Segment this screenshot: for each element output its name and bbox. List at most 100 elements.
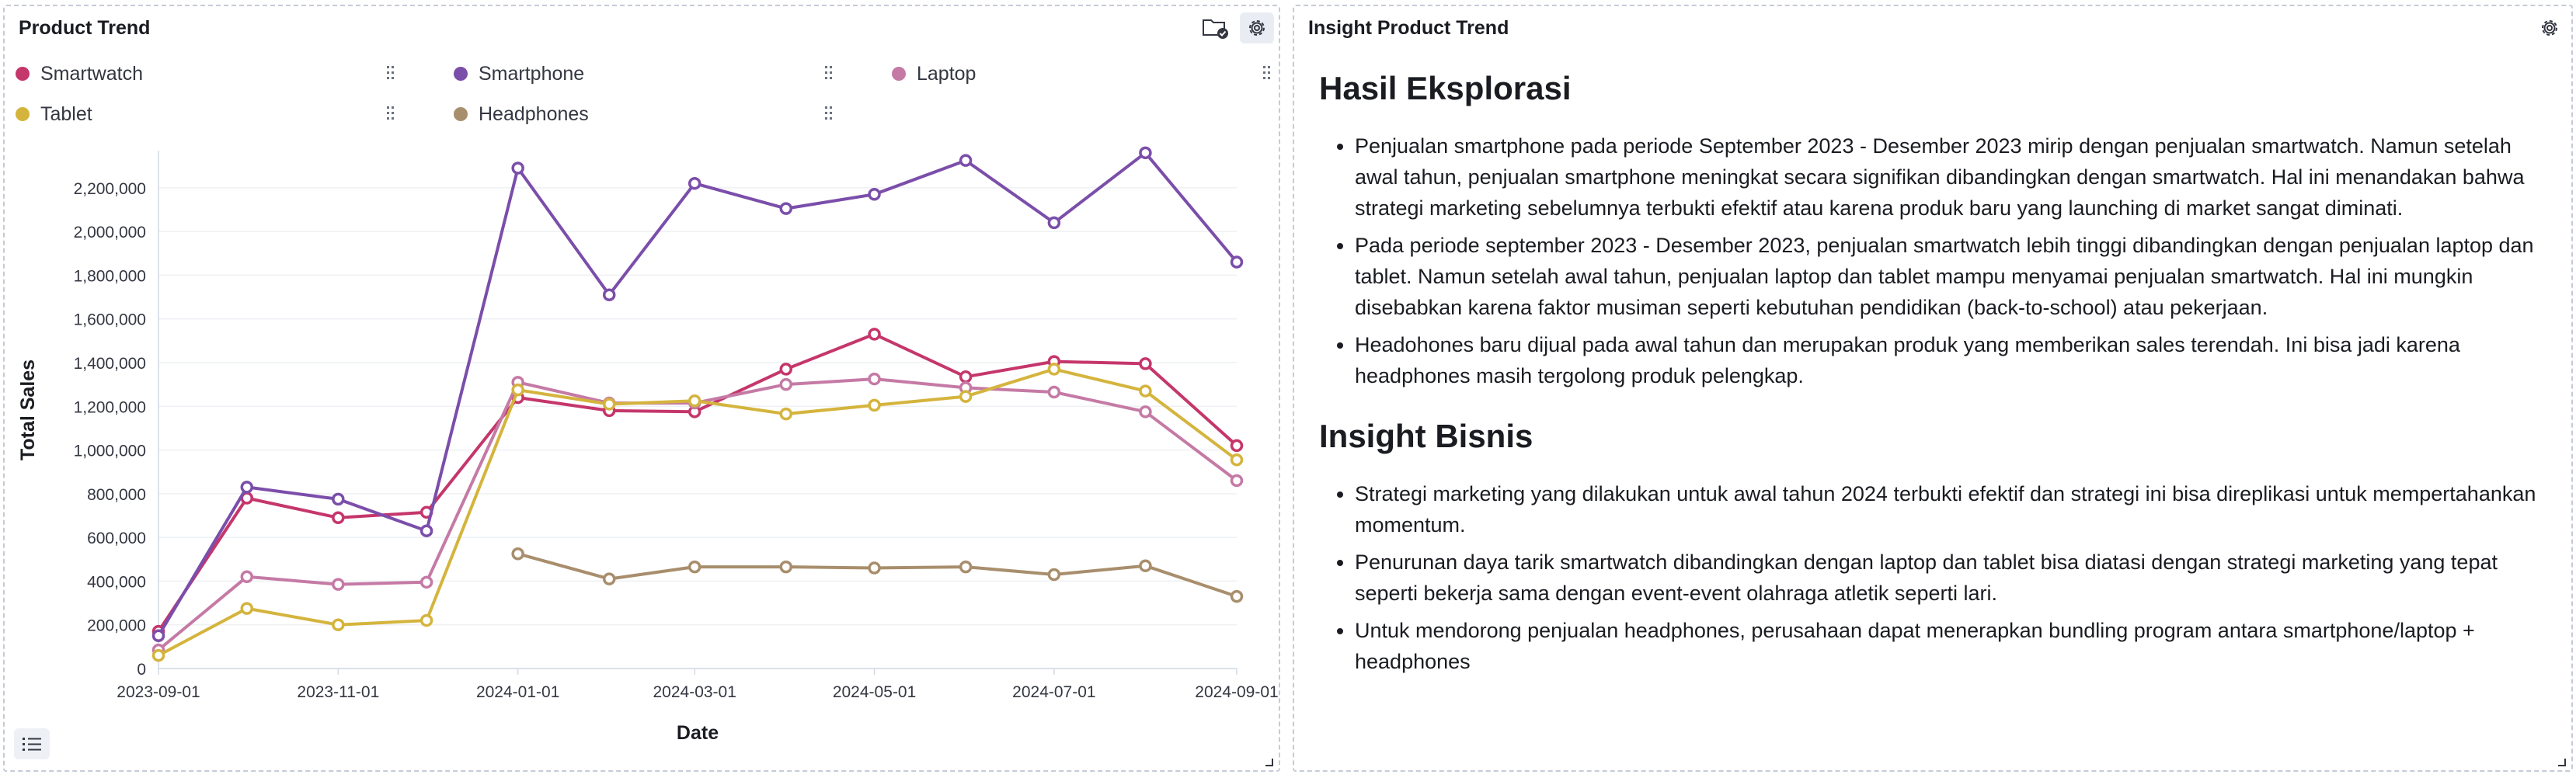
- bullet-item: Strategi marketing yang dilakukan untuk …: [1355, 478, 2539, 540]
- legend-label: Tablet: [40, 102, 92, 125]
- legend-menu-icon[interactable]: [387, 105, 395, 122]
- data-point-smartphone[interactable]: [868, 188, 881, 201]
- data-point-headphones[interactable]: [511, 547, 524, 561]
- data-point-smartwatch[interactable]: [332, 511, 345, 525]
- data-point-laptop[interactable]: [779, 377, 793, 391]
- bullet-item: Penurunan daya tarik smartwatch dibandin…: [1355, 547, 2539, 609]
- data-point-smartphone[interactable]: [959, 154, 973, 167]
- data-point-laptop[interactable]: [1230, 474, 1244, 488]
- data-point-smartphone[interactable]: [779, 202, 793, 215]
- data-point-tablet[interactable]: [1047, 363, 1061, 376]
- data-point-tablet[interactable]: [332, 618, 345, 631]
- gear-icon[interactable]: [2532, 12, 2567, 43]
- data-point-laptop[interactable]: [1139, 405, 1152, 419]
- y-tick-label: 2,200,000: [74, 180, 146, 198]
- data-point-smartphone[interactable]: [332, 492, 345, 506]
- data-point-headphones[interactable]: [1139, 559, 1152, 572]
- data-point-headphones[interactable]: [1047, 568, 1061, 582]
- y-tick-label: 600,000: [87, 530, 146, 547]
- list-icon[interactable]: [14, 728, 50, 759]
- data-point-tablet[interactable]: [151, 648, 165, 662]
- data-point-smartphone[interactable]: [602, 288, 616, 301]
- data-point-laptop[interactable]: [419, 575, 433, 589]
- legend-item-laptop[interactable]: Laptop: [892, 62, 976, 85]
- resize-handle-icon[interactable]: [1263, 756, 1274, 767]
- data-point-laptop[interactable]: [240, 570, 254, 584]
- data-point-tablet[interactable]: [688, 394, 701, 408]
- legend-item-smartphone[interactable]: Smartphone: [454, 62, 584, 85]
- legend-item-tablet[interactable]: Tablet: [16, 102, 92, 126]
- legend-label: Headphones: [479, 102, 589, 125]
- legend-menu-icon[interactable]: [825, 64, 833, 82]
- data-point-smartphone[interactable]: [511, 162, 524, 175]
- legend-menu-icon[interactable]: [387, 64, 395, 82]
- data-point-headphones[interactable]: [779, 560, 793, 574]
- data-point-smartwatch[interactable]: [779, 363, 793, 376]
- series-layer: [151, 146, 1244, 662]
- gear-icon[interactable]: [1240, 12, 1274, 43]
- legend-item-headphones[interactable]: Headphones: [454, 102, 589, 126]
- y-tick-label: 1,400,000: [74, 355, 146, 373]
- bullet-list: Penjualan smartphone pada periode Septem…: [1319, 130, 2539, 391]
- y-tick-label: 1,600,000: [74, 311, 146, 329]
- series-line-headphones: [517, 552, 1238, 598]
- data-point-headphones[interactable]: [959, 560, 973, 574]
- data-point-tablet[interactable]: [511, 383, 524, 397]
- data-point-smartwatch[interactable]: [868, 328, 881, 341]
- series-line-smartwatch: [157, 332, 1238, 633]
- y-tick-label: 2,000,000: [74, 224, 146, 241]
- legend-label: Smartphone: [479, 62, 585, 85]
- y-tick-label: 0: [137, 661, 146, 679]
- legend-item-smartwatch[interactable]: Smartwatch: [16, 62, 143, 85]
- legend-menu-icon[interactable]: [1263, 64, 1271, 82]
- legend-dot: [454, 67, 468, 81]
- y-tick-label: 1,000,000: [74, 443, 146, 460]
- resize-handle-icon[interactable]: [2556, 756, 2567, 767]
- data-point-smartphone[interactable]: [419, 524, 433, 537]
- y-tick-label: 1,200,000: [74, 398, 146, 416]
- data-point-tablet[interactable]: [419, 613, 433, 627]
- data-point-tablet[interactable]: [1230, 453, 1244, 467]
- insight-panel: Insight Product Trend Hasil Eksplorasi P…: [1293, 5, 2573, 772]
- data-point-headphones[interactable]: [868, 561, 881, 575]
- data-point-laptop[interactable]: [332, 578, 345, 591]
- section-heading: Insight Bisnis: [1319, 418, 1533, 454]
- panel-title: Product Trend: [19, 17, 151, 39]
- x-tick-label: 2024-01-01: [476, 683, 559, 701]
- x-tick-label: 2023-11-01: [297, 683, 379, 701]
- data-point-tablet[interactable]: [602, 398, 616, 411]
- data-point-smartwatch[interactable]: [959, 370, 973, 384]
- data-point-tablet[interactable]: [1139, 384, 1152, 398]
- axes: 0 200,000 400,000 600,000 800,000 1,000,000 1,…: [74, 151, 1279, 701]
- data-point-laptop[interactable]: [868, 372, 881, 386]
- series-tablet: [151, 363, 1244, 662]
- y-tick-label: 200,000: [87, 617, 146, 635]
- data-point-laptop[interactable]: [1047, 385, 1061, 399]
- folder-check-icon[interactable]: [1198, 12, 1232, 43]
- x-tick-label: 2024-07-01: [1012, 683, 1095, 701]
- data-point-headphones[interactable]: [1230, 589, 1244, 603]
- data-point-smartphone[interactable]: [1139, 146, 1152, 160]
- data-point-tablet[interactable]: [240, 602, 254, 615]
- data-point-smartwatch[interactable]: [1230, 439, 1244, 453]
- bullet-item: Headohones baru dijual pada awal tahun d…: [1355, 329, 2539, 391]
- data-point-smartphone[interactable]: [1047, 216, 1061, 230]
- x-tick-label: 2023-09-01: [117, 683, 200, 701]
- data-point-tablet[interactable]: [959, 390, 973, 403]
- data-point-tablet[interactable]: [868, 398, 881, 412]
- data-point-headphones[interactable]: [602, 572, 616, 585]
- data-point-tablet[interactable]: [779, 407, 793, 421]
- data-point-smartphone[interactable]: [1230, 255, 1244, 269]
- panel-title: Insight Product Trend: [1308, 17, 1509, 39]
- gridlines: [158, 187, 1237, 669]
- y-axis-label: Total Sales: [17, 359, 39, 460]
- data-point-smartwatch[interactable]: [1139, 357, 1152, 370]
- data-point-smartphone[interactable]: [240, 481, 254, 494]
- legend-menu-icon[interactable]: [825, 105, 833, 122]
- x-tick-label: 2024-09-01: [1195, 683, 1278, 701]
- data-point-smartphone[interactable]: [151, 629, 165, 643]
- data-point-smartphone[interactable]: [688, 176, 701, 190]
- series-smartphone: [151, 146, 1244, 643]
- data-point-headphones[interactable]: [688, 560, 701, 574]
- x-tick-label: 2024-05-01: [833, 683, 916, 701]
